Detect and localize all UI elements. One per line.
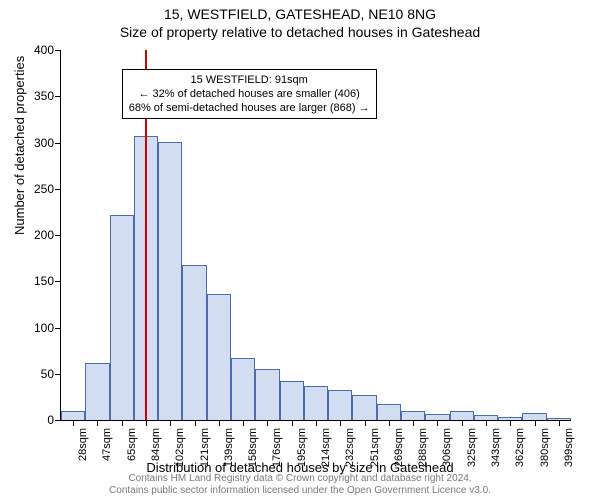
y-tick-label: 250 xyxy=(14,182,54,196)
chart-area: 28sqm47sqm65sqm84sqm102sqm121sqm139sqm15… xyxy=(60,50,570,420)
histogram-bar xyxy=(401,411,425,420)
y-tick-label: 400 xyxy=(14,43,54,57)
y-tick xyxy=(55,374,61,375)
x-tick xyxy=(389,420,390,426)
histogram-bar xyxy=(450,411,474,420)
x-tick xyxy=(316,420,317,426)
plot-box: 28sqm47sqm65sqm84sqm102sqm121sqm139sqm15… xyxy=(60,50,571,421)
histogram-bar xyxy=(255,369,279,420)
histogram-bar xyxy=(85,363,109,420)
y-tick xyxy=(55,235,61,236)
histogram-bar xyxy=(231,358,255,420)
histogram-bar xyxy=(280,381,304,420)
y-tick-label: 0 xyxy=(14,413,54,427)
x-tick xyxy=(267,420,268,426)
y-tick xyxy=(55,50,61,51)
histogram-bar xyxy=(352,395,376,420)
x-tick xyxy=(292,420,293,426)
x-tick xyxy=(413,420,414,426)
histogram-bar xyxy=(182,265,206,420)
x-tick xyxy=(365,420,366,426)
footer-attribution: Contains HM Land Registry data © Crown c… xyxy=(0,473,600,497)
x-tick-label: 84sqm xyxy=(150,428,162,461)
x-tick xyxy=(170,420,171,426)
y-tick-label: 100 xyxy=(14,321,54,335)
x-tick xyxy=(510,420,511,426)
x-tick xyxy=(462,420,463,426)
histogram-bar xyxy=(207,294,231,420)
x-tick xyxy=(73,420,74,426)
chart-title-2: Size of property relative to detached ho… xyxy=(0,24,600,40)
y-tick xyxy=(55,96,61,97)
histogram-bar xyxy=(377,404,401,420)
x-tick xyxy=(559,420,560,426)
y-tick-label: 150 xyxy=(14,274,54,288)
histogram-bar xyxy=(522,413,546,420)
footer-line-2: Contains public sector information licen… xyxy=(0,485,600,497)
y-tick-label: 50 xyxy=(14,367,54,381)
y-tick xyxy=(55,281,61,282)
y-tick-label: 200 xyxy=(14,228,54,242)
x-tick xyxy=(535,420,536,426)
histogram-bar xyxy=(304,386,328,420)
y-tick xyxy=(55,143,61,144)
histogram-bar xyxy=(158,142,182,420)
y-tick xyxy=(55,328,61,329)
info-box-line-3: 68% of semi-detached houses are larger (… xyxy=(129,101,370,115)
x-tick xyxy=(97,420,98,426)
histogram-bar xyxy=(110,215,134,420)
y-tick-label: 350 xyxy=(14,89,54,103)
x-tick xyxy=(122,420,123,426)
x-tick xyxy=(437,420,438,426)
info-box-line-2: ← 32% of detached houses are smaller (40… xyxy=(129,87,370,101)
x-tick xyxy=(146,420,147,426)
info-box: 15 WESTFIELD: 91sqm← 32% of detached hou… xyxy=(122,69,377,120)
chart-title-1: 15, WESTFIELD, GATESHEAD, NE10 8NG xyxy=(0,6,600,22)
y-tick xyxy=(55,420,61,421)
histogram-bar xyxy=(61,411,85,420)
histogram-bar xyxy=(328,390,352,420)
info-box-line-1: 15 WESTFIELD: 91sqm xyxy=(129,73,370,87)
x-tick-label: 47sqm xyxy=(101,428,113,461)
y-tick-label: 300 xyxy=(14,136,54,150)
x-tick-label: 28sqm xyxy=(77,428,89,461)
x-tick xyxy=(219,420,220,426)
y-tick xyxy=(55,189,61,190)
footer-line-1: Contains HM Land Registry data © Crown c… xyxy=(0,473,600,485)
x-tick xyxy=(195,420,196,426)
x-tick xyxy=(340,420,341,426)
x-tick xyxy=(486,420,487,426)
x-tick xyxy=(243,420,244,426)
x-tick-label: 65sqm xyxy=(126,428,138,461)
